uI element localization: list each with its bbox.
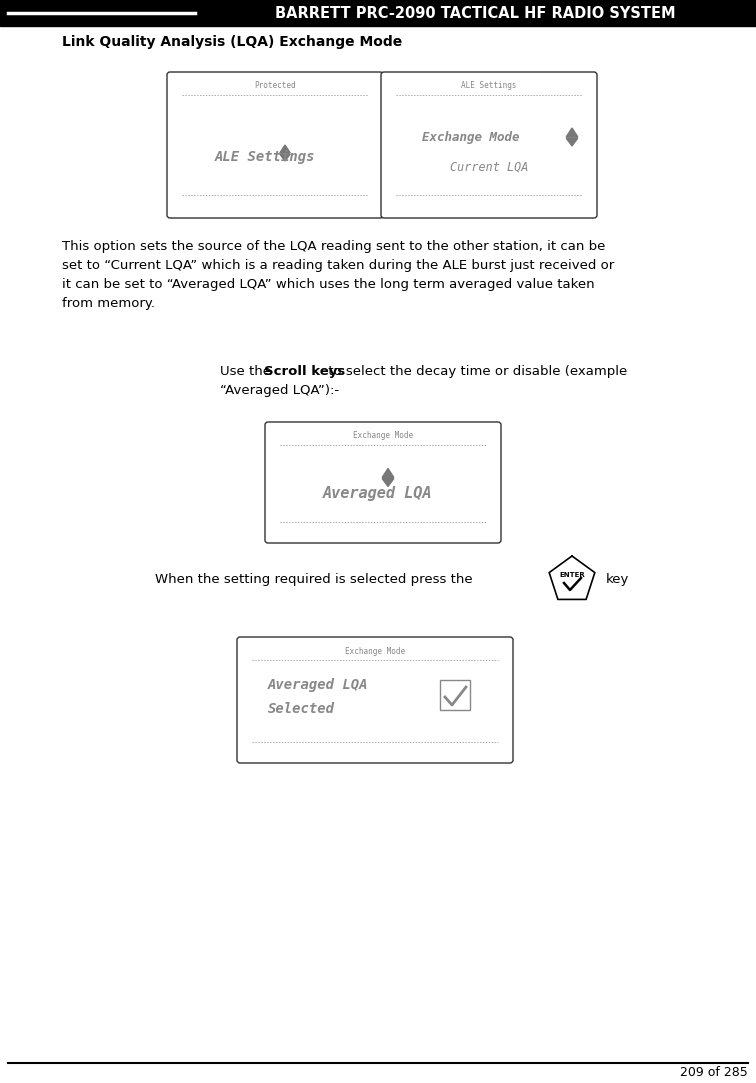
Text: “Averaged LQA”):-: “Averaged LQA”):-	[220, 384, 339, 397]
Text: ALE Settings: ALE Settings	[215, 149, 315, 165]
Text: Selected: Selected	[268, 702, 335, 716]
Text: ENTER: ENTER	[559, 572, 585, 578]
Text: This option sets the source of the LQA reading sent to the other station, it can: This option sets the source of the LQA r…	[62, 240, 606, 253]
Text: BARRETT PRC-2090 TACTICAL HF RADIO SYSTEM: BARRETT PRC-2090 TACTICAL HF RADIO SYSTE…	[274, 5, 675, 21]
Text: it can be set to “Averaged LQA” which uses the long term averaged value taken: it can be set to “Averaged LQA” which us…	[62, 278, 595, 291]
Text: to select the decay time or disable (example: to select the decay time or disable (exa…	[324, 365, 627, 378]
Text: Use the: Use the	[220, 365, 275, 378]
Text: Link Quality Analysis (LQA) Exchange Mode: Link Quality Analysis (LQA) Exchange Mod…	[62, 35, 402, 49]
Text: Scroll keys: Scroll keys	[264, 365, 345, 378]
Polygon shape	[382, 469, 394, 478]
Text: from memory.: from memory.	[62, 297, 155, 310]
FancyBboxPatch shape	[265, 422, 501, 543]
Polygon shape	[549, 556, 595, 599]
Polygon shape	[382, 479, 394, 486]
Text: set to “Current LQA” which is a reading taken during the ALE burst just received: set to “Current LQA” which is a reading …	[62, 259, 614, 272]
Text: ALE Settings: ALE Settings	[461, 81, 517, 91]
Bar	[0, 0, 756, 26]
FancyBboxPatch shape	[237, 637, 513, 764]
Text: key: key	[606, 574, 630, 587]
Polygon shape	[280, 145, 290, 153]
Text: Protected: Protected	[254, 81, 296, 91]
Text: Current LQA: Current LQA	[450, 160, 528, 173]
Text: When the setting required is selected press the: When the setting required is selected pr…	[155, 574, 472, 587]
Bar	[440, 680, 470, 710]
Text: Exchange Mode: Exchange Mode	[353, 431, 413, 441]
Polygon shape	[566, 138, 578, 146]
FancyBboxPatch shape	[381, 71, 597, 218]
FancyBboxPatch shape	[167, 71, 383, 218]
Text: Averaged LQA: Averaged LQA	[324, 486, 432, 501]
Text: Exchange Mode: Exchange Mode	[345, 647, 405, 655]
Text: Exchange Mode: Exchange Mode	[423, 130, 520, 144]
Text: 209 of 285: 209 of 285	[680, 1067, 748, 1080]
Polygon shape	[566, 128, 578, 138]
Polygon shape	[280, 154, 290, 161]
Text: Averaged LQA: Averaged LQA	[268, 678, 368, 692]
